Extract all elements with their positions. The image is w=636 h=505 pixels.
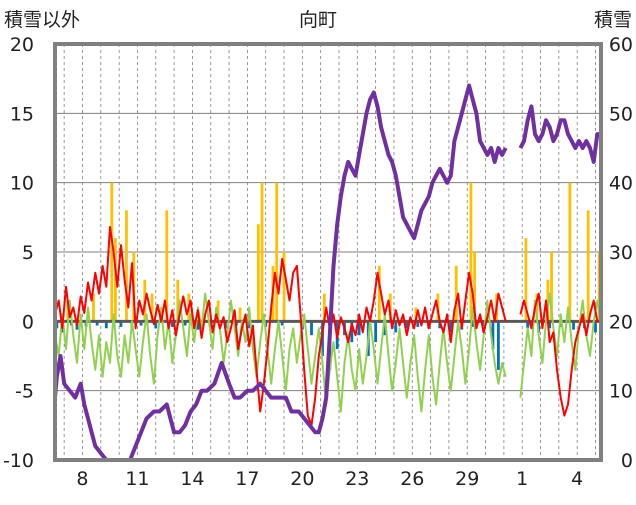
left-tick-label: 20 xyxy=(10,34,34,56)
snowfall_diff-bar xyxy=(394,321,398,333)
right-tick-label: 10 xyxy=(609,381,633,403)
x-tick-label: 1 xyxy=(516,468,528,490)
precipitation-bar xyxy=(238,307,242,322)
precipitation-bar xyxy=(524,238,528,322)
snowfall_diff-bar xyxy=(104,321,108,329)
right-tick-label: 50 xyxy=(609,103,633,125)
x-tick-label: 29 xyxy=(455,468,479,490)
x-tick-label: 11 xyxy=(125,468,149,490)
snowfall_diff-bar xyxy=(154,321,158,329)
right-tick-label: 20 xyxy=(609,311,633,333)
precipitation-bar xyxy=(114,238,117,322)
snowfall_diff-bar xyxy=(183,321,187,326)
plot-border xyxy=(53,42,603,462)
snowfall_diff-bar xyxy=(526,321,530,329)
left-tick-label: -5 xyxy=(15,381,34,403)
snowfall_diff-bar xyxy=(350,321,354,343)
precipitation-bar xyxy=(282,252,286,322)
x-tick-label: 4 xyxy=(571,468,583,490)
snowfall_diff-bar xyxy=(405,321,409,329)
snowfall_diff-bar xyxy=(247,321,251,329)
precipitation-bar xyxy=(260,182,264,322)
left-tick-label: 0 xyxy=(22,311,34,333)
snowfall_diff-bar xyxy=(310,321,313,336)
precipitation-bar xyxy=(535,293,539,322)
x-tick-label: 26 xyxy=(400,468,424,490)
snowfall_diff-bar xyxy=(449,321,453,333)
bars xyxy=(55,182,601,370)
precipitation-bar xyxy=(550,252,553,322)
precipitation-bar xyxy=(377,265,381,322)
precipitation-bar xyxy=(66,300,70,322)
left-tick-label: 10 xyxy=(10,173,34,195)
snowfall_diff-bar xyxy=(572,321,575,330)
x-tick-label: 14 xyxy=(180,468,204,490)
snow_depth-line xyxy=(53,83,601,462)
snowfall_diff-bar xyxy=(357,321,361,336)
precipitation-bar xyxy=(275,182,279,322)
snowfall_diff-bar xyxy=(196,321,200,330)
left-tick-label: 15 xyxy=(10,103,34,125)
precipitation-bar xyxy=(125,210,128,322)
right-tick-label: 30 xyxy=(609,242,633,264)
precipitation-bar xyxy=(92,293,95,322)
x-tick-label: 20 xyxy=(290,468,314,490)
precipitation-bar xyxy=(469,182,473,322)
x-tick-label: 8 xyxy=(76,468,88,490)
precipitation-bar xyxy=(473,252,476,322)
snowfall_diff-bar xyxy=(496,321,500,370)
snowfall_diff-bar xyxy=(383,321,387,336)
snowfall_diff-bar xyxy=(95,321,99,326)
snowfall_diff-bar xyxy=(139,321,143,326)
left-axis-label: 積雪以外 xyxy=(4,9,80,31)
series-lines xyxy=(53,83,602,462)
snowfall_diff-bar xyxy=(548,321,552,329)
snowfall_diff-bar xyxy=(170,321,174,327)
precipitation-bar xyxy=(256,224,260,322)
snowfall_diff-bar xyxy=(491,321,495,350)
snowfall_diff-bar xyxy=(471,321,475,327)
precipitation-bar xyxy=(176,279,180,322)
precipitation-bar xyxy=(322,293,326,322)
precipitation-bar xyxy=(165,210,169,322)
snowfall_diff-bar xyxy=(594,321,597,333)
snowfall_diff-bar xyxy=(374,321,378,343)
right-tick-label: 40 xyxy=(609,173,633,195)
snowfall_diff-bar xyxy=(416,321,420,327)
precipitation-bar xyxy=(586,210,590,322)
precipitation-bar xyxy=(568,182,572,322)
snowfall_diff-bar xyxy=(438,321,442,329)
left-tick-label: -10 xyxy=(3,450,34,472)
chart-title: 向町 xyxy=(299,9,337,31)
x-tick-label: 17 xyxy=(235,468,259,490)
precipitation-bar xyxy=(216,300,220,322)
snowfall_diff-bar xyxy=(280,321,284,326)
x-tick-label: 23 xyxy=(345,468,369,490)
precipitation-bar xyxy=(110,182,114,322)
temperature-line xyxy=(54,226,601,427)
right-tick-label: 0 xyxy=(621,450,633,472)
right-axis-label: 積雪 xyxy=(594,9,632,31)
precipitation-bar xyxy=(454,265,458,322)
precipitation-bar xyxy=(150,293,154,322)
snowfall_diff-bar xyxy=(119,321,123,327)
right-tick-label: 60 xyxy=(609,34,633,56)
plot-frame xyxy=(53,42,603,462)
left-tick-label: 5 xyxy=(22,242,34,264)
